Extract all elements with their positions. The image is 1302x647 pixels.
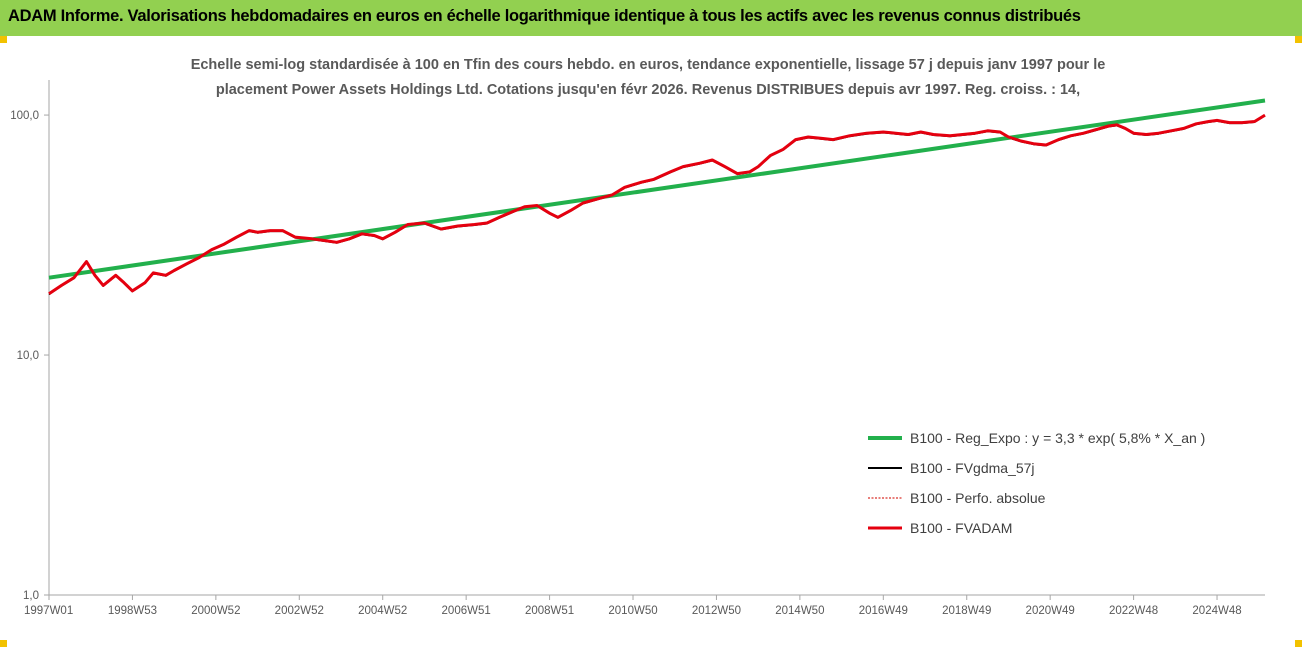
- legend-label: B100 - FVgdma_57j: [910, 460, 1035, 476]
- corner-marker-bottom-right: [1295, 640, 1302, 647]
- legend-label: B100 - Reg_Expo : y = 3,3 * exp( 5,8% * …: [910, 430, 1205, 446]
- header-bar: ADAM Informe. Valorisations hebdomadaire…: [0, 0, 1302, 36]
- y-tick-label: 10,0: [17, 350, 39, 362]
- chart-title-line: placement Power Assets Holdings Ltd. Cot…: [216, 82, 1080, 98]
- x-tick-label: 2006W51: [442, 605, 491, 617]
- series-regression-line: [48, 98, 1266, 280]
- chart-title-line: Echelle semi-log standardisée à 100 en T…: [191, 57, 1106, 73]
- x-tick-label: 2010W50: [608, 605, 657, 617]
- header-title: ADAM Informe. Valorisations hebdomadaire…: [8, 7, 1081, 25]
- x-tick-label: 2024W48: [1192, 605, 1241, 617]
- series-fvadam-line: [48, 113, 1266, 296]
- x-tick-label: 2020W49: [1026, 605, 1075, 617]
- legend-label: B100 - Perfo. absolue: [910, 490, 1046, 506]
- legend-item-performance: B100 - Perfo. absolue: [868, 490, 1046, 506]
- x-tick-label: 2000W52: [191, 605, 240, 617]
- corner-marker-top-right: [1295, 36, 1302, 43]
- x-tick-label: 1998W53: [108, 605, 157, 617]
- x-tick-label: 2002W52: [275, 605, 324, 617]
- x-tick-label: 1997W01: [24, 605, 73, 617]
- y-tick-label: 100,0: [10, 110, 39, 122]
- series-fvgdma-line: [48, 115, 1266, 296]
- x-tick-label: 2004W52: [358, 605, 407, 617]
- y-tick-label: 1,0: [23, 590, 39, 602]
- x-tick-label: 2012W50: [692, 605, 741, 617]
- x-tick-label: 2018W49: [942, 605, 991, 617]
- legend-item-fvadam: B100 - FVADAM: [868, 520, 1012, 536]
- legend-item-regression: B100 - Reg_Expo : y = 3,3 * exp( 5,8% * …: [868, 430, 1205, 446]
- chart-series: [48, 98, 1266, 296]
- chart-legend: B100 - Reg_Expo : y = 3,3 * exp( 5,8% * …: [868, 430, 1205, 536]
- x-tick-label: 2008W51: [525, 605, 574, 617]
- x-tick-label: 2022W48: [1109, 605, 1158, 617]
- chart-axes: 1,0 10,0 100,0 1997W01 1998W53 2000W52 2002W52…: [10, 80, 1265, 617]
- legend-item-smoothed: B100 - FVgdma_57j: [868, 460, 1035, 476]
- legend-label: B100 - FVADAM: [910, 520, 1012, 536]
- corner-marker-bottom-left: [0, 640, 7, 647]
- x-tick-label: 2016W49: [859, 605, 908, 617]
- chart-title: Echelle semi-log standardisée à 100 en T…: [191, 57, 1106, 98]
- x-tick-label: 2014W50: [775, 605, 824, 617]
- corner-marker-top-left: [0, 36, 7, 43]
